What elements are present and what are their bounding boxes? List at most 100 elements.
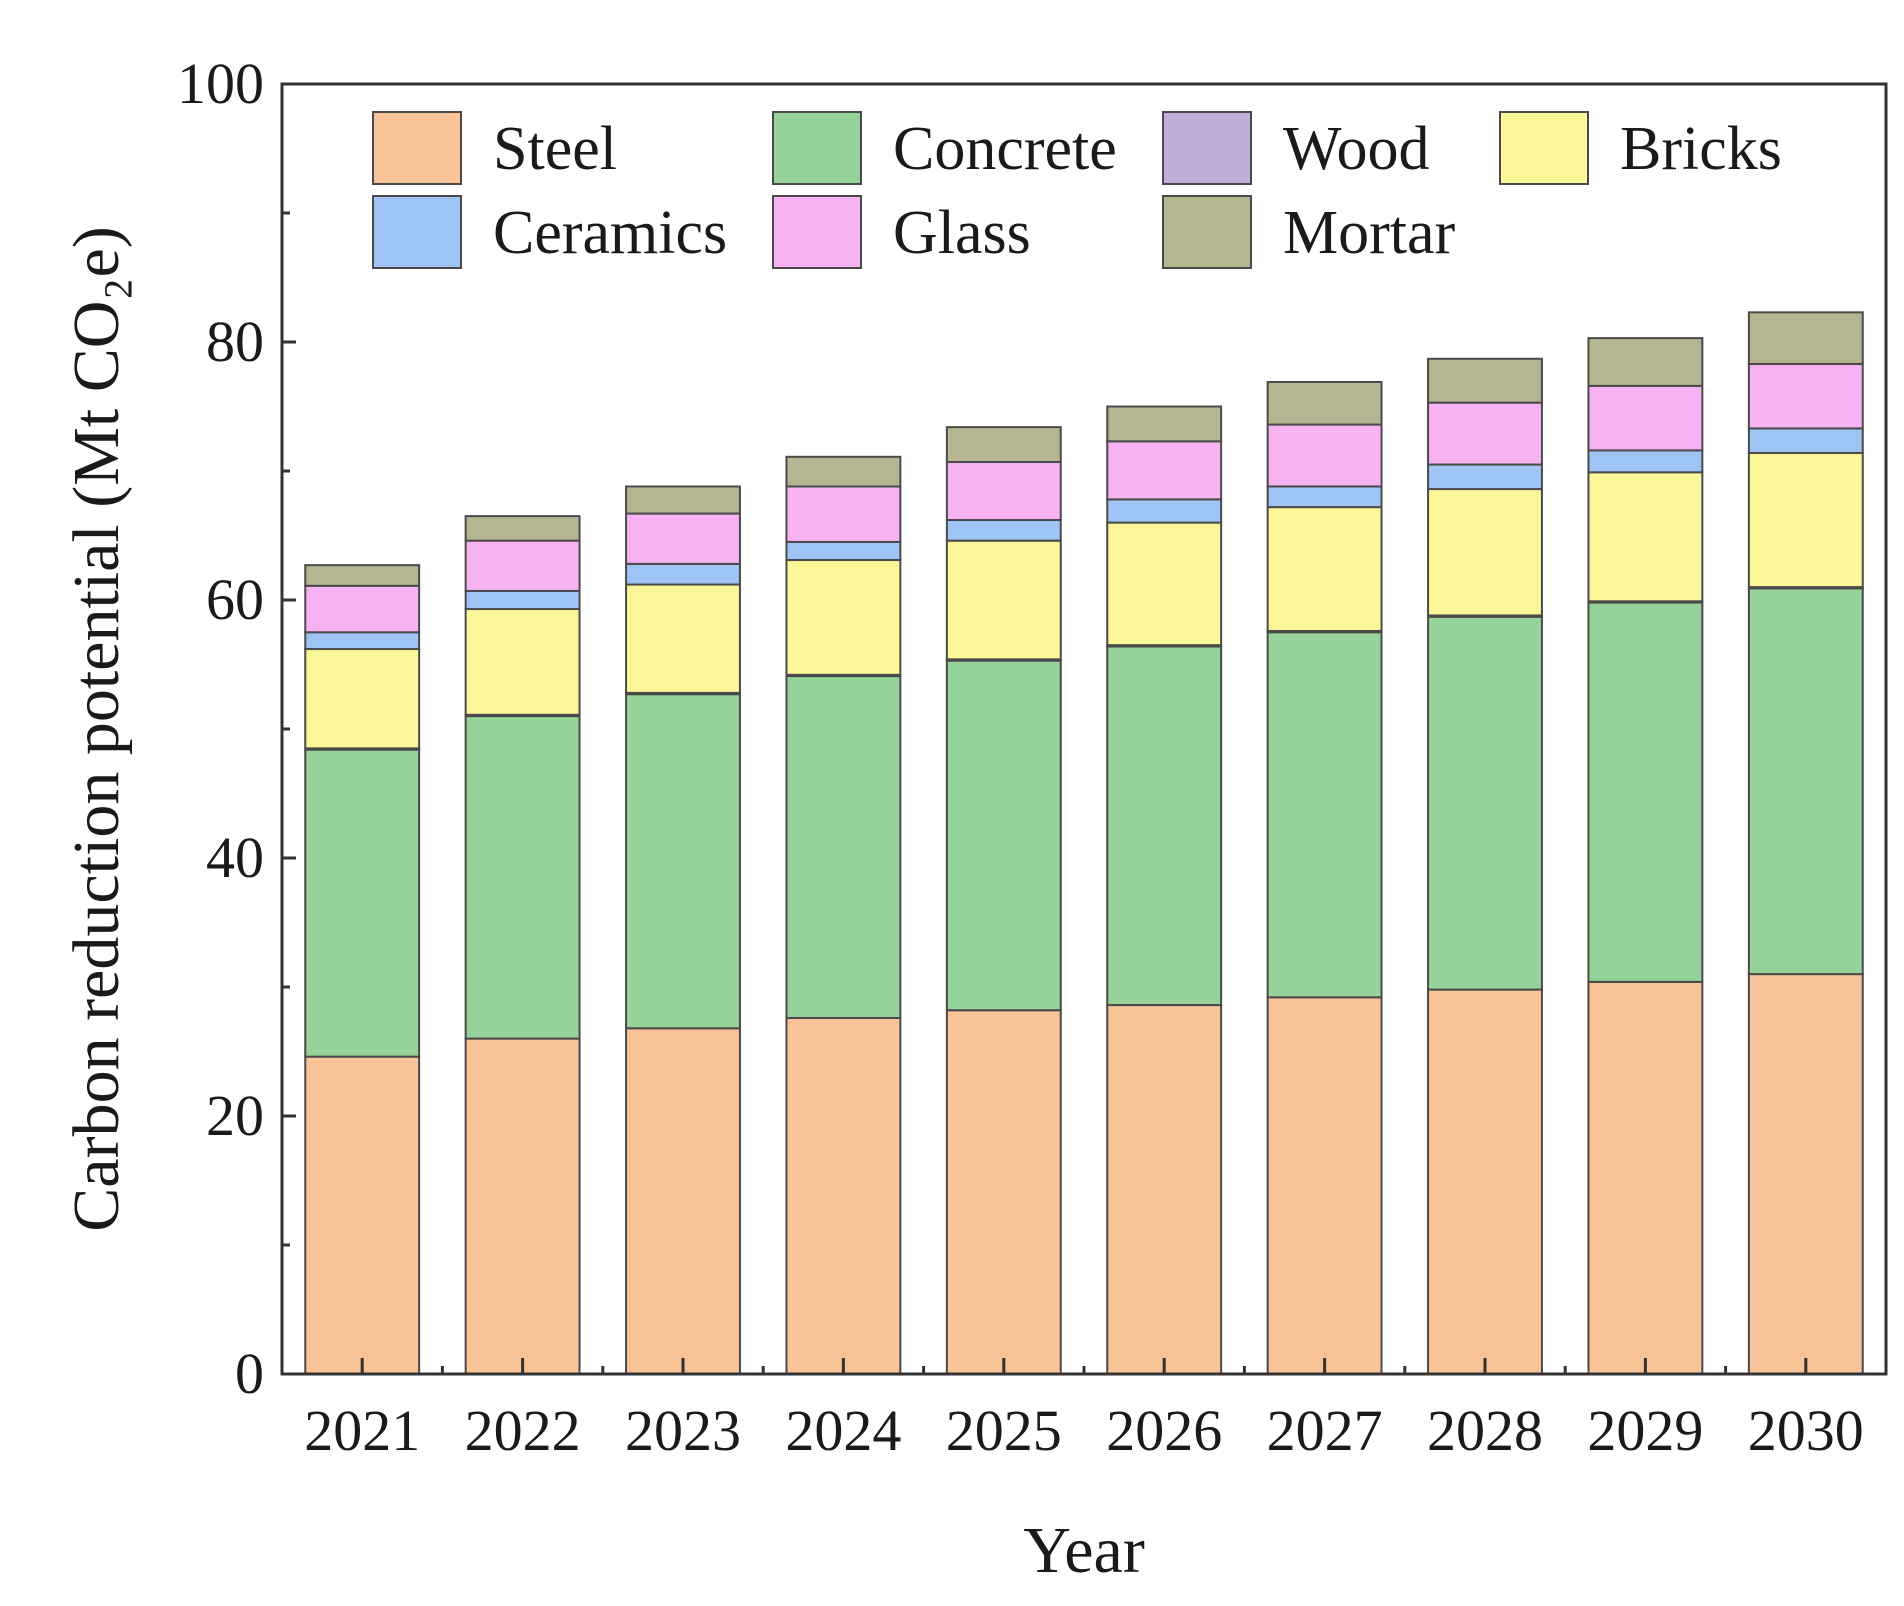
bar-glass-2023 — [625, 512, 741, 565]
bar-steel-2025 — [945, 1009, 1062, 1375]
bar-mortar-2021 — [304, 564, 421, 587]
bar-concrete-2021 — [304, 748, 421, 1058]
bar-steel-2022 — [464, 1037, 581, 1375]
bar-mortar-2024 — [785, 455, 902, 488]
bar-group-2021 — [304, 564, 421, 1376]
bar-steel-2021 — [304, 1055, 421, 1376]
bar-mortar-2022 — [464, 515, 581, 542]
legend-item-concrete: Concrete — [772, 111, 1117, 185]
legend-item-bricks: Bricks — [1499, 111, 1782, 185]
bar-ceramics-2030 — [1747, 427, 1864, 454]
bar-group-2028 — [1427, 357, 1543, 1376]
bar-ceramics-2027 — [1266, 485, 1383, 509]
y-tick-label: 0 — [235, 1341, 264, 1406]
legend-swatch-ceramics — [372, 195, 462, 269]
bar-group-2029 — [1587, 337, 1704, 1376]
x-tick-label-2023: 2023 — [625, 1398, 741, 1463]
bar-ceramics-2025 — [945, 519, 1062, 542]
bar-group-2026 — [1106, 405, 1223, 1375]
legend-swatch-mortar — [1162, 195, 1252, 269]
legend-item-mortar: Mortar — [1162, 195, 1456, 269]
bar-concrete-2022 — [464, 715, 581, 1040]
bar-concrete-2024 — [785, 675, 902, 1019]
bar-ceramics-2022 — [464, 589, 581, 611]
legend-label-glass: Glass — [893, 199, 1031, 267]
bar-concrete-2023 — [625, 693, 741, 1030]
legend-label-ceramics: Ceramics — [493, 199, 727, 267]
bar-glass-2027 — [1266, 423, 1383, 488]
bar-ceramics-2029 — [1587, 449, 1704, 474]
bar-concrete-2026 — [1106, 645, 1223, 1007]
y-tick-label: 40 — [206, 825, 264, 890]
legend-label-wood: Wood — [1283, 115, 1430, 183]
bar-mortar-2027 — [1266, 380, 1383, 426]
bar-ceramics-2026 — [1106, 498, 1223, 524]
legend-label-concrete: Concrete — [893, 115, 1117, 183]
y-tick-label: 60 — [206, 567, 264, 632]
bar-glass-2030 — [1747, 362, 1864, 430]
bar-bricks-2024 — [785, 559, 902, 676]
legend-item-glass: Glass — [772, 195, 1031, 269]
bar-ceramics-2024 — [785, 540, 902, 562]
bar-bricks-2027 — [1266, 506, 1383, 632]
bar-steel-2024 — [785, 1016, 902, 1376]
bar-group-2022 — [464, 515, 581, 1375]
x-axis-title: Year — [1023, 1514, 1145, 1587]
bar-mortar-2028 — [1427, 357, 1543, 404]
legend-label-mortar: Mortar — [1283, 199, 1456, 267]
x-tick-label-2026: 2026 — [1106, 1398, 1222, 1463]
bar-concrete-2029 — [1587, 601, 1704, 983]
bar-concrete-2027 — [1266, 631, 1383, 999]
bar-group-2023 — [625, 485, 741, 1376]
bar-mortar-2030 — [1747, 311, 1864, 365]
legend-item-steel: Steel — [372, 111, 617, 185]
bar-glass-2026 — [1106, 440, 1223, 501]
bar-bricks-2022 — [464, 608, 581, 716]
y-axis-title: Carbon reduction potential (Mt CO₂e) — [60, 226, 133, 1231]
bar-ceramics-2028 — [1427, 463, 1543, 491]
bar-glass-2025 — [945, 460, 1062, 522]
bar-steel-2030 — [1747, 973, 1864, 1375]
legend-label-bricks: Bricks — [1620, 115, 1782, 183]
y-tick-label: 100 — [177, 51, 264, 116]
x-tick-label-2028: 2028 — [1427, 1398, 1543, 1463]
bars-layer — [304, 311, 1864, 1376]
bar-steel-2029 — [1587, 980, 1704, 1376]
x-tick-label-2029: 2029 — [1587, 1398, 1703, 1463]
bar-bricks-2021 — [304, 648, 421, 750]
bar-steel-2023 — [625, 1027, 741, 1376]
y-tick-label: 80 — [206, 309, 264, 374]
legend-swatch-glass — [772, 195, 862, 269]
bar-steel-2026 — [1106, 1004, 1223, 1375]
bar-glass-2029 — [1587, 384, 1704, 452]
bar-steel-2027 — [1266, 996, 1383, 1375]
legend-item-wood: Wood — [1162, 111, 1430, 185]
x-tick-label-2025: 2025 — [946, 1398, 1062, 1463]
bar-concrete-2025 — [945, 659, 1062, 1012]
bar-concrete-2030 — [1747, 587, 1864, 976]
bar-bricks-2023 — [625, 583, 741, 694]
x-tick-label-2022: 2022 — [465, 1398, 581, 1463]
bar-concrete-2028 — [1427, 615, 1543, 991]
bar-group-2024 — [785, 455, 902, 1376]
bar-bricks-2030 — [1747, 451, 1864, 589]
x-tick-label-2024: 2024 — [785, 1398, 901, 1463]
bar-ceramics-2023 — [625, 562, 741, 586]
axis-layer: 0 20 40 60 80 100 2021 2022 2023 2024 2025 2026 2027… — [177, 51, 1864, 1463]
bar-group-2027 — [1266, 380, 1383, 1375]
bar-bricks-2026 — [1106, 521, 1223, 647]
x-tick-label-2021: 2021 — [304, 1398, 420, 1463]
bar-glass-2022 — [464, 539, 581, 592]
bar-bricks-2029 — [1587, 471, 1704, 603]
bar-mortar-2023 — [625, 485, 741, 515]
x-tick-label-2030: 2030 — [1748, 1398, 1864, 1463]
legend-label-steel: Steel — [493, 115, 617, 183]
legend-swatch-wood — [1162, 111, 1252, 185]
legend-item-ceramics: Ceramics — [372, 195, 727, 269]
bar-mortar-2025 — [945, 426, 1062, 463]
x-tick-label-2027: 2027 — [1267, 1398, 1383, 1463]
bar-mortar-2029 — [1587, 337, 1704, 387]
legend-swatch-concrete — [772, 111, 862, 185]
